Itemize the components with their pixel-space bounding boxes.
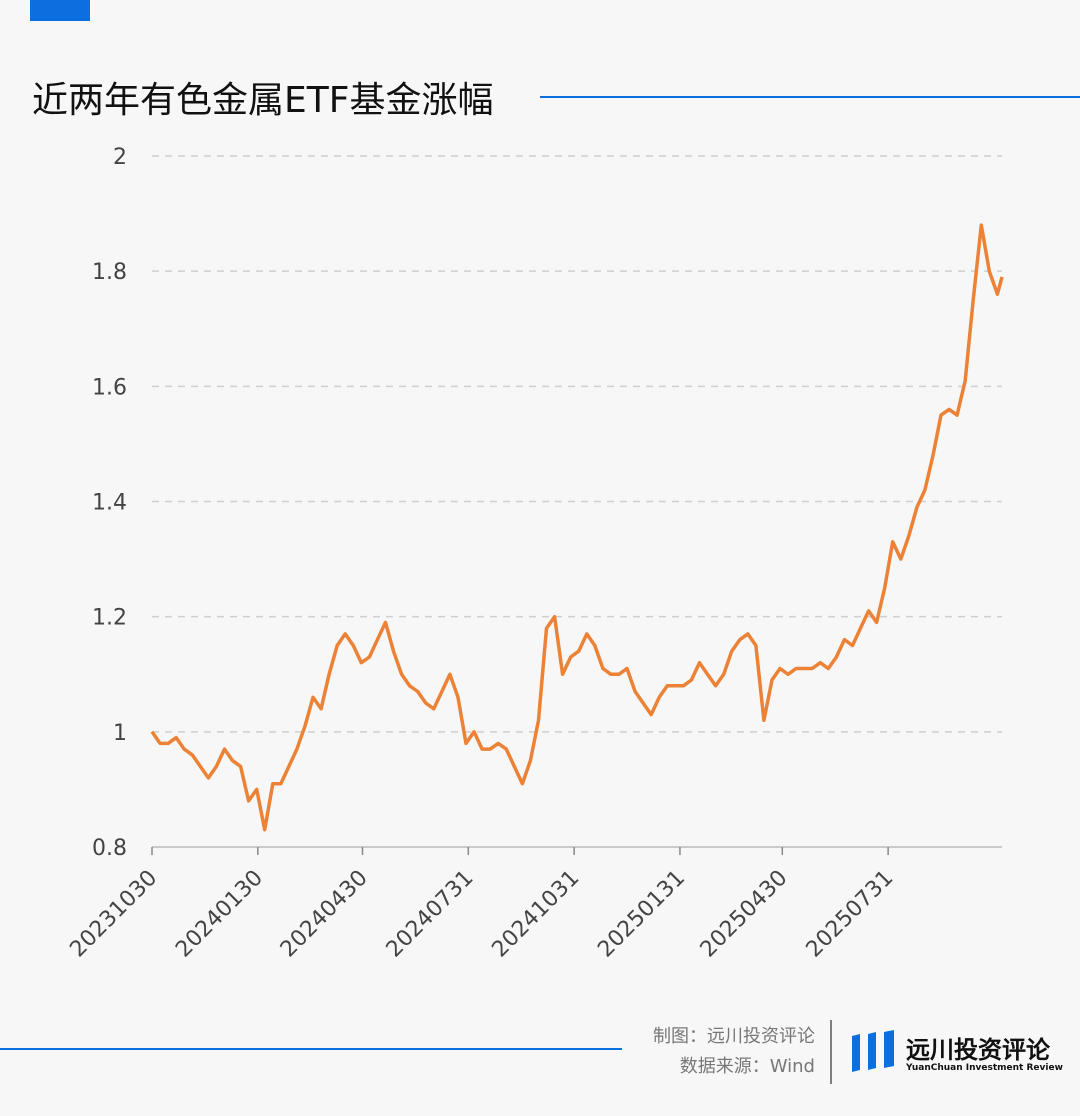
chart-title: 近两年有色金属ETF基金涨幅 — [32, 80, 493, 121]
logo-subtitle: YuanChuan Investment Review — [905, 1063, 1063, 1073]
data-line — [150, 223, 1004, 832]
y-tick-label: 1.4 — [92, 491, 127, 516]
credit: 制图：远川投资评论 — [653, 1026, 815, 1047]
y-tick-label: 1.6 — [92, 375, 127, 400]
y-tick-label: 0.8 — [92, 836, 127, 861]
logo-mark — [852, 1030, 894, 1072]
y-tick-label: 1 — [113, 721, 127, 746]
y-tick-label: 2 — [113, 145, 127, 170]
y-tick-label: 1.2 — [92, 606, 127, 631]
source: 数据来源：Wind — [680, 1056, 815, 1077]
corner-block — [30, 0, 90, 21]
logo-name: 远川投资评论 — [906, 1036, 1051, 1064]
y-tick-label: 1.8 — [92, 260, 127, 285]
